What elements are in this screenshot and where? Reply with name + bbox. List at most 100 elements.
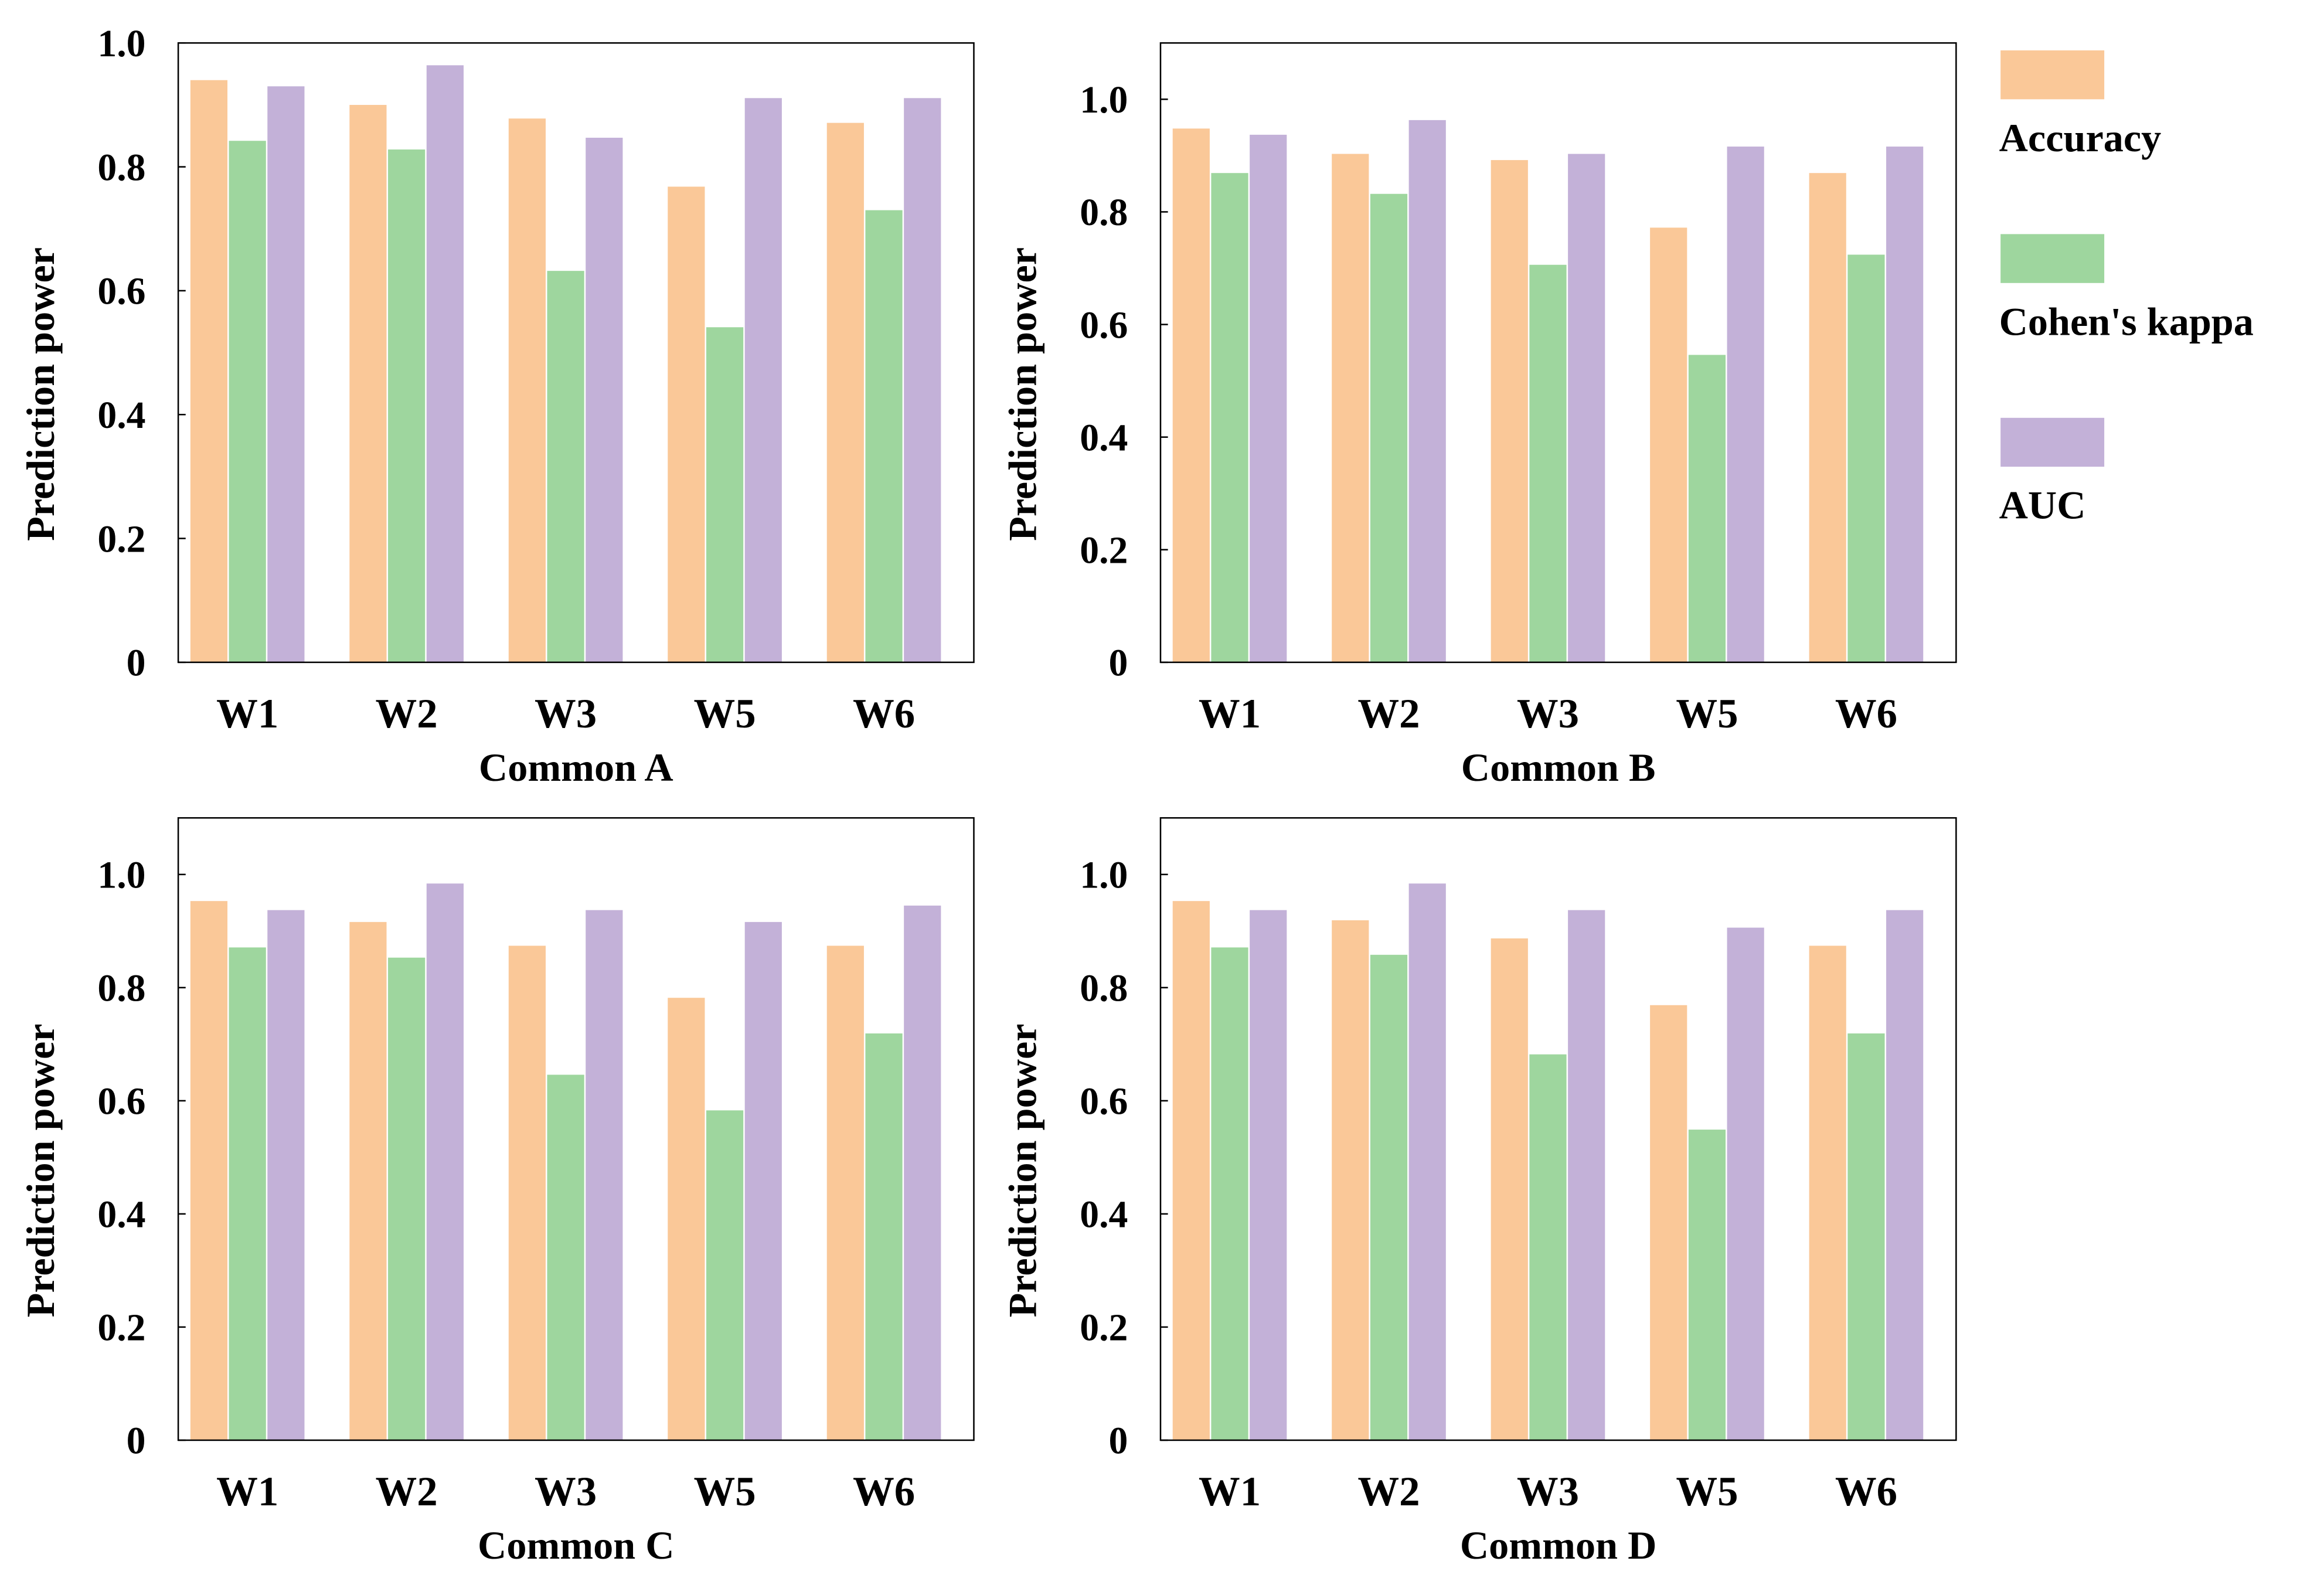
bar-W2-accuracy (1332, 154, 1369, 662)
subplot-3: 0 0.2 0.4 0.6 0.8 1.0 W1 W2 W3 W5 W6 Common C Predic… (18, 817, 975, 1567)
bar-W5-cohenskappa (1688, 355, 1726, 662)
y-tick-label: 0.4 (97, 394, 145, 437)
subplot-1: 0 0.2 0.4 0.6 0.8 1.0 W1 W2 W3 W5 W6 Common A Predic… (18, 22, 975, 790)
bar-W6-accuracy (826, 946, 864, 1440)
plot-frame (177, 42, 975, 664)
bar-W1-cohenskappa (1211, 173, 1248, 662)
bar-W5-auc (744, 98, 782, 662)
plot-frame (1159, 817, 1957, 1441)
x-tick-label: W2 (376, 691, 438, 737)
bar-W6-accuracy (826, 123, 864, 662)
bar-W2-auc (1408, 120, 1446, 662)
x-tick-label: W5 (693, 691, 756, 737)
legend-label: Cohen's kappa (1999, 299, 2254, 344)
subplot-4: 0 0.2 0.4 0.6 0.8 1.0 W1 W2 W3 W5 W6 Common D Predic… (1001, 817, 1957, 1567)
bar-W2-cohenskappa (1370, 193, 1408, 662)
bar-W5-cohenskappa (706, 1110, 744, 1440)
bar-W1-accuracy (190, 80, 228, 662)
y-tick-label: 0.4 (1080, 1193, 1128, 1236)
x-tick-label: W5 (1676, 691, 1738, 737)
bar-W3-auc (586, 910, 623, 1440)
bar-W6-cohenskappa (1847, 254, 1885, 662)
y-axis-label: Prediction power (1001, 247, 1045, 541)
x-tick-label: W6 (853, 691, 915, 737)
y-tick-label: 0.6 (1080, 1080, 1128, 1123)
bar-W2-auc (426, 65, 464, 662)
x-tick-label: W3 (1517, 1469, 1579, 1515)
x-tick-label: W3 (535, 1469, 597, 1515)
y-tick-label: 0 (1109, 642, 1128, 685)
y-tick-label: 0.2 (97, 1307, 145, 1349)
x-tick-label: W3 (1517, 691, 1579, 737)
legend-item-auc: AUC (1999, 417, 2105, 528)
legend-label: AUC (1999, 483, 2086, 528)
x-tick-label: W1 (1199, 1469, 1261, 1515)
y-tick-label: 0.6 (1080, 304, 1128, 346)
x-tick-label: W5 (693, 1469, 756, 1515)
bar-W6-accuracy (1809, 173, 1846, 662)
plot-frame (177, 817, 975, 1441)
y-tick-label: 0 (127, 642, 146, 685)
bar-W5-cohenskappa (1688, 1130, 1726, 1440)
x-axis-label: Common A (479, 745, 673, 790)
bar-W2-accuracy (1332, 920, 1369, 1440)
bar-W3-accuracy (1491, 938, 1528, 1440)
bar-W3-cohenskappa (547, 1074, 584, 1440)
bar-W5-accuracy (668, 998, 705, 1440)
y-tick-label: 0.2 (1080, 529, 1128, 572)
legend: Accuracy Cohen's kappa AUC (1999, 50, 2254, 528)
bar-W3-accuracy (1491, 160, 1528, 662)
bar-W3-auc (1568, 910, 1605, 1440)
bar-W1-auc (267, 910, 305, 1440)
bar-W5-accuracy (668, 186, 705, 662)
bar-W1-accuracy (1172, 901, 1210, 1440)
x-tick-label: W1 (1199, 691, 1261, 737)
legend-swatch (2000, 234, 2105, 283)
x-tick-label: W5 (1676, 1469, 1738, 1515)
subplot-2: 0 0.2 0.4 0.6 0.8 1.0 W1 W2 W3 W5 W6 Common B Predic… (1001, 42, 1957, 790)
bar-W1-accuracy (1172, 128, 1210, 662)
bar-W1-cohenskappa (229, 141, 266, 662)
legend-swatch (2000, 417, 2105, 467)
bar-W3-auc (586, 137, 623, 662)
bar-W2-auc (1408, 883, 1446, 1440)
y-tick-label: 0.4 (97, 1193, 145, 1236)
y-tick-label: 0.6 (97, 270, 145, 313)
legend-label: Accuracy (1999, 115, 2162, 160)
bar-W5-accuracy (1650, 1005, 1687, 1440)
y-axis-label: Prediction power (18, 1023, 63, 1317)
y-tick-label: 0.2 (1080, 1307, 1128, 1349)
x-tick-label: W6 (1835, 1469, 1897, 1515)
bar-W5-accuracy (1650, 227, 1687, 662)
bar-W1-cohenskappa (229, 947, 266, 1440)
bar-W5-cohenskappa (706, 327, 744, 662)
y-tick-label: 0.6 (97, 1080, 145, 1123)
legend-swatch (2000, 50, 2105, 100)
x-tick-label: W1 (216, 691, 278, 737)
legend-item-cohenskappa: Cohen's kappa (1999, 234, 2254, 344)
x-tick-label: W2 (376, 1469, 438, 1515)
y-axis-label: Prediction power (18, 247, 63, 541)
bar-W6-cohenskappa (865, 1033, 903, 1440)
bar-W2-auc (426, 883, 464, 1440)
x-tick-label: W6 (853, 1469, 915, 1515)
x-axis-label: Common B (1461, 745, 1656, 790)
bar-W6-cohenskappa (1847, 1033, 1885, 1440)
legend-item-accuracy: Accuracy (1999, 50, 2162, 160)
bar-W6-accuracy (1809, 946, 1846, 1440)
y-tick-label: 0.4 (1080, 416, 1128, 459)
x-tick-label: W1 (216, 1469, 278, 1515)
bar-W3-auc (1568, 154, 1605, 662)
bar-W5-auc (744, 921, 782, 1440)
bar-W1-auc (1250, 910, 1287, 1440)
y-tick-label: 0 (127, 1420, 146, 1463)
bar-W1-accuracy (190, 901, 228, 1440)
bar-W2-cohenskappa (388, 957, 426, 1440)
bar-W3-cohenskappa (1529, 1054, 1567, 1440)
y-tick-label: 0.2 (97, 518, 145, 560)
x-tick-label: W2 (1357, 691, 1420, 737)
y-tick-label: 1.0 (1080, 854, 1128, 897)
bar-W1-cohenskappa (1211, 947, 1248, 1440)
bar-W2-accuracy (349, 921, 387, 1440)
